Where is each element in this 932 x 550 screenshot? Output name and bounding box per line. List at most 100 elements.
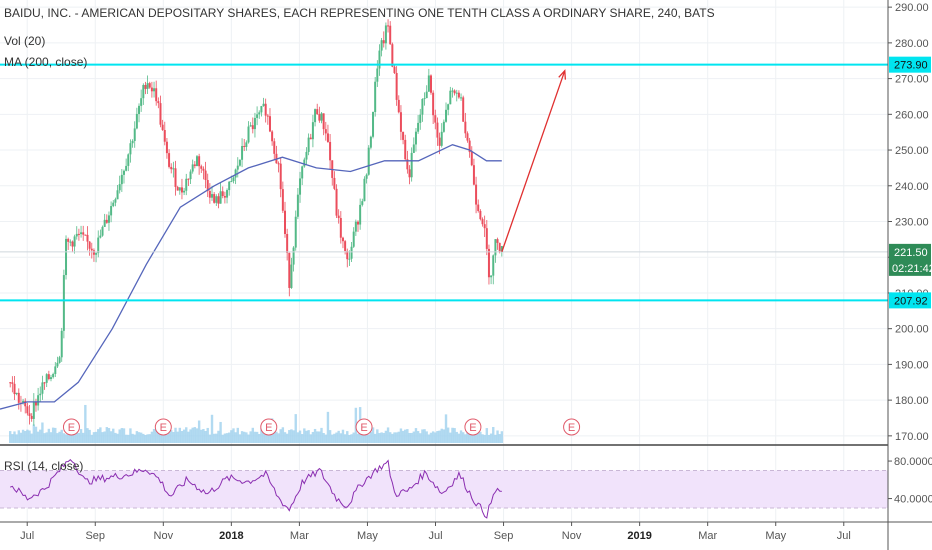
volume-bar <box>260 428 263 443</box>
volume-bar <box>487 434 491 443</box>
volume-bar <box>309 434 312 443</box>
candle-body <box>161 124 164 131</box>
volume-bar <box>230 430 233 443</box>
candle-body <box>213 194 216 203</box>
volume-bar <box>300 434 304 443</box>
volume-bar <box>303 428 306 443</box>
volume-bar <box>410 432 413 443</box>
price-tick-label: 190.00 <box>895 359 929 371</box>
earnings-marker <box>62 418 80 436</box>
candle-body <box>247 126 250 143</box>
candle-body <box>189 171 192 180</box>
volume-bar <box>273 427 276 443</box>
candle-body <box>314 109 317 123</box>
volume-bar <box>416 431 420 443</box>
price-tick-label: 290.00 <box>895 2 929 14</box>
volume-bar <box>120 428 124 443</box>
volume-bar <box>43 433 46 443</box>
candle-body <box>483 224 486 229</box>
volume-bar <box>225 433 229 443</box>
volume-bar <box>56 433 59 443</box>
candle-body <box>52 373 55 378</box>
candle-body <box>69 241 72 243</box>
time-tick-label: Jul <box>20 530 34 542</box>
time-tick-label: Nov <box>562 530 582 542</box>
candle-body <box>195 156 198 167</box>
candle-body <box>423 98 426 100</box>
volume-bar <box>107 428 111 443</box>
candle-body <box>472 165 475 185</box>
volume-bar <box>77 432 81 443</box>
volume-bar <box>397 431 400 443</box>
candle-body <box>176 186 179 191</box>
candle-body <box>37 395 40 406</box>
volume-bar <box>165 434 169 443</box>
volume-bar <box>414 428 418 443</box>
volume-bar <box>174 427 177 443</box>
candle-body <box>228 181 231 191</box>
volume-bar <box>116 433 119 443</box>
volume-bar <box>466 431 469 443</box>
volume-bar <box>262 430 265 443</box>
volume-bar <box>9 431 12 443</box>
candle-body <box>277 163 280 165</box>
candle-body <box>395 72 398 100</box>
candle-body <box>361 201 364 205</box>
candle-body <box>337 215 340 218</box>
candle-body <box>202 168 205 171</box>
candle-body <box>296 194 299 217</box>
candle-body <box>498 242 501 252</box>
volume-bar <box>281 427 285 443</box>
candle-body <box>45 374 48 383</box>
volume-bar <box>356 433 360 443</box>
volume-bar <box>223 433 227 443</box>
volume-bar <box>440 428 443 443</box>
candle-body <box>62 275 65 331</box>
candle-body <box>262 103 265 107</box>
candle-body <box>249 125 252 127</box>
volume-bar <box>290 429 293 443</box>
volume-bar <box>406 429 409 443</box>
volume-bar <box>423 429 426 443</box>
candle-body <box>380 40 383 51</box>
candle-body <box>142 85 145 99</box>
volume-bar <box>176 431 179 443</box>
candle-body <box>157 101 160 104</box>
candle-body <box>99 235 102 238</box>
candle-body <box>348 258 351 260</box>
candle-body <box>391 44 394 67</box>
candle-body <box>146 83 149 89</box>
volume-bar <box>444 414 448 443</box>
candle-body <box>466 133 469 141</box>
price-tick-label: 260.00 <box>895 109 929 121</box>
volume-bar <box>316 431 319 443</box>
candle-body <box>335 188 338 216</box>
volume-bar <box>479 431 482 443</box>
candle-body <box>105 219 108 223</box>
volume-bar <box>154 429 158 443</box>
volume-bar <box>369 432 373 443</box>
volume-bar <box>326 411 330 443</box>
level-price-label: 207.92 <box>894 295 928 307</box>
candle-body <box>479 210 482 220</box>
volume-bar <box>142 433 145 443</box>
candle-body <box>429 75 432 93</box>
candle-body <box>245 142 248 147</box>
volume-bar <box>483 434 486 443</box>
volume-bar <box>217 430 220 443</box>
candle-body <box>264 103 267 116</box>
volume-bar <box>75 431 78 443</box>
candle-body <box>60 330 63 358</box>
volume-bar <box>442 429 446 443</box>
time-tick-label: Nov <box>154 530 174 542</box>
time-tick-label: Sep <box>85 530 105 542</box>
volume-bar <box>26 429 29 443</box>
candle-body <box>500 245 503 252</box>
volume-bar <box>28 430 31 443</box>
candle-body <box>138 105 141 114</box>
chart-title: BAIDU, INC. - AMERICAN DEPOSITARY SHARES… <box>4 6 715 20</box>
candle-body <box>131 140 134 144</box>
candle-body <box>110 206 113 216</box>
volume-bar <box>30 433 33 443</box>
price-tick-label: 270.00 <box>895 74 929 86</box>
